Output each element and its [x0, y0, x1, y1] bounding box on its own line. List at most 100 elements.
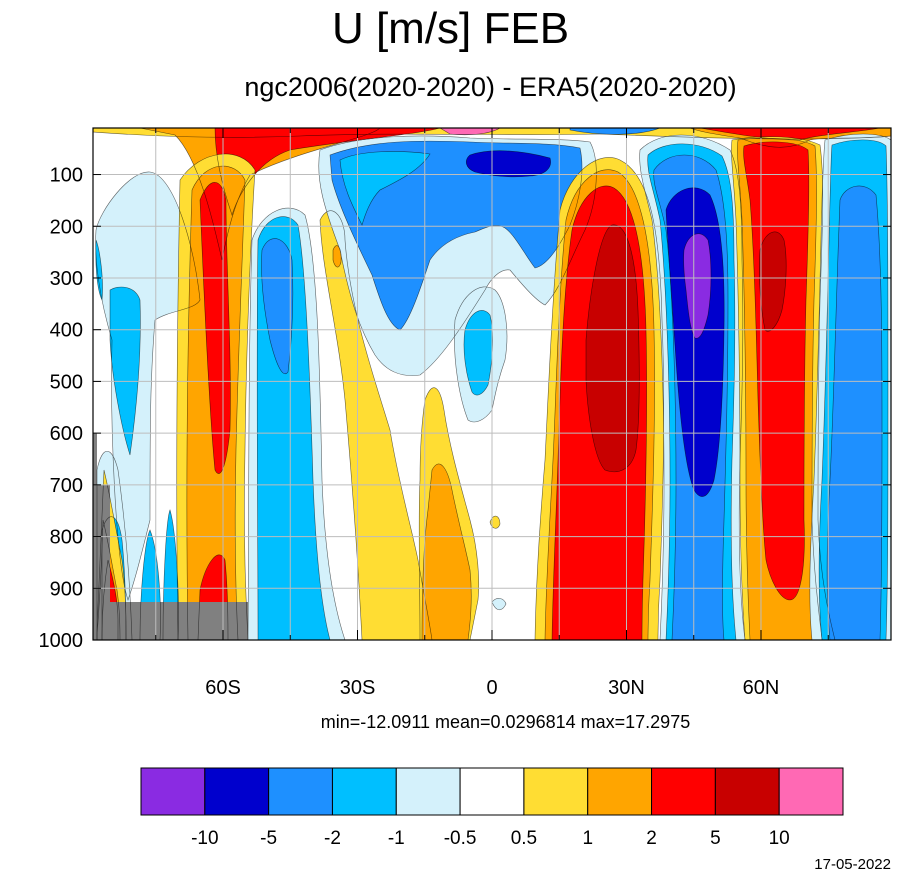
contour-line: [585, 224, 640, 473]
chart-subtitle: ngc2006(2020-2020) - ERA5(2020-2020): [244, 72, 737, 102]
y-tick-label: 1000: [39, 630, 84, 652]
contour-line: [186, 165, 246, 640]
contour-region: [466, 150, 551, 177]
contour-line: [176, 153, 256, 640]
contour-line: [96, 469, 127, 640]
contour-line: [534, 157, 665, 640]
contour-line: [743, 141, 810, 601]
contour-line: [454, 286, 508, 423]
contour-region: [827, 185, 882, 640]
y-tick-label: 500: [50, 371, 83, 393]
contour-line: [162, 509, 179, 640]
colorbar-label: 1: [582, 828, 593, 849]
contour-region: [700, 128, 880, 140]
x-tick-label: 30S: [340, 677, 376, 699]
contour-line: [683, 233, 712, 339]
contour-region: [320, 210, 432, 640]
contour-line: [101, 559, 119, 640]
y-tick-label: 700: [50, 475, 83, 497]
contour-line: [466, 150, 551, 178]
contour-line: [95, 239, 103, 302]
contour-lines: [93, 128, 891, 640]
contour-region: [683, 233, 711, 339]
grid-lines: [93, 128, 891, 640]
contour-line: [247, 207, 346, 640]
y-tick-label: 800: [50, 527, 83, 549]
contour-region: [333, 245, 342, 268]
contour-line: [261, 238, 294, 375]
colorbar-label: 10: [769, 828, 790, 849]
contour-line: [339, 151, 431, 226]
colorbar-label: -5: [260, 828, 277, 849]
contour-region: [340, 151, 430, 225]
contour-line: [96, 519, 121, 640]
x-tick-label: 0: [486, 677, 497, 699]
contour-line: [256, 216, 331, 640]
y-tick-label: 600: [50, 423, 83, 445]
contour-line: [421, 463, 472, 640]
colorbar-label: -10: [191, 828, 218, 849]
contour-line: [329, 140, 583, 331]
contour-region: [215, 128, 440, 215]
colorbar-swatch: [268, 767, 333, 816]
colorbar-swatch: [523, 767, 589, 816]
contour-line: [491, 598, 507, 611]
x-axis: 60S 30S 0 30N 60N: [155, 128, 829, 699]
contour-line: [95, 171, 201, 601]
y-tick-label: 900: [50, 578, 83, 600]
topography-mask: [93, 433, 248, 640]
contour-line: [809, 133, 891, 640]
contour-region: [759, 231, 787, 332]
colorbar-swatch: [331, 767, 397, 816]
contour-region: [95, 171, 200, 600]
colorbar-swatch: [459, 767, 525, 816]
contour-region: [570, 128, 660, 135]
x-tick-label: 60N: [743, 677, 780, 699]
contour-line: [214, 128, 441, 216]
colorbar-swatch: [651, 767, 716, 816]
colorbar-label: 0.5: [511, 828, 537, 849]
colorbar-label: 2: [646, 828, 657, 849]
colorbar-label: 5: [710, 828, 721, 849]
contour-line: [689, 128, 891, 148]
colorbar: -10 -5 -2 -1 -0.5 0.5 1 2 5 10: [140, 767, 844, 849]
colorbar-swatch: [395, 767, 461, 816]
date-stamp: 17-05-2022: [814, 856, 891, 873]
contour-line: [699, 128, 881, 141]
contour-line: [647, 143, 737, 640]
contour-line: [109, 286, 141, 456]
contour-line: [665, 187, 725, 497]
contour-line: [569, 128, 661, 135]
contour-line: [544, 169, 655, 640]
contour-region: [422, 463, 472, 640]
contour-line: [197, 554, 229, 640]
contour-region: [492, 598, 506, 610]
contour-region: [95, 240, 103, 300]
contour-region: [463, 310, 493, 396]
contour-region: [586, 224, 640, 472]
y-tick-label: 400: [50, 320, 83, 342]
stats-summary: min=-12.0911 mean=0.0296814 max=17.2975: [320, 712, 691, 732]
colorbar-swatch: [778, 767, 844, 816]
colorbar-label: -1: [388, 828, 405, 849]
colorbar-swatch: [140, 767, 206, 816]
contour-line: [199, 182, 231, 474]
contour-line: [463, 310, 493, 396]
colorbar-swatch: [204, 767, 270, 816]
contour-line: [319, 210, 433, 640]
y-tick-label: 300: [50, 268, 83, 290]
contour-fill-layer: [93, 128, 891, 640]
contour-region: [261, 238, 293, 374]
y-tick-label: 100: [50, 165, 83, 187]
contour-region: [110, 287, 141, 455]
chart-title: U [m/s] FEB: [331, 4, 570, 53]
colorbar-label: -2: [324, 828, 341, 849]
contour-line: [418, 387, 480, 640]
contour-line: [489, 515, 501, 529]
y-axis: 100 200 300 400 500 600 700 800 900 1000: [39, 165, 891, 652]
contour-line: [737, 137, 823, 640]
y-tick-label: 200: [50, 216, 83, 238]
colorbar-label: -0.5: [444, 828, 477, 849]
contour-line: [332, 245, 342, 268]
